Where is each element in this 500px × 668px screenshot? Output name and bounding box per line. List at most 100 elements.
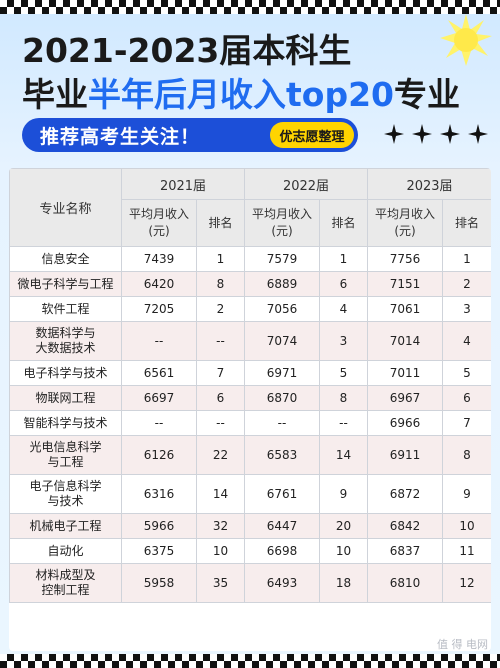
rank-cell: 4 <box>319 296 368 322</box>
major-name-cell: 信息安全 <box>9 246 122 272</box>
table-row: 微电子科学与工程 6420 8 6889 6 7151 2 <box>9 271 491 297</box>
income-cell: 6493 <box>244 563 320 603</box>
income-cell: 6842 <box>367 513 443 539</box>
table-body: 信息安全 7439 1 7579 1 7756 1 微电子科学与工程 6420 8 6889 6 715… <box>9 246 491 603</box>
table-row: 材料成型及 控制工程 5958 35 6493 18 6810 12 <box>9 563 491 603</box>
table-row: 软件工程 7205 2 7056 4 7061 3 <box>9 296 491 322</box>
rank-cell: 6 <box>319 271 368 297</box>
income-cell: 6911 <box>367 435 443 475</box>
title-suffix: 专业 <box>394 75 460 114</box>
rank-cell: 12 <box>442 563 491 603</box>
table-row: 自动化 6375 10 6698 10 6837 11 <box>9 538 491 564</box>
rank-cell: 5 <box>442 360 491 386</box>
sparkle-icon <box>440 124 460 144</box>
rank-cell: -- <box>319 410 368 436</box>
title-highlight: 半年后月收入top20 <box>88 75 394 114</box>
income-cell: 7205 <box>121 296 197 322</box>
rank-cell: 11 <box>442 538 491 564</box>
major-name-cell: 电子科学与技术 <box>9 360 122 386</box>
title-prefix: 毕业 <box>22 75 88 114</box>
income-table: 专业名称 2021届 2022届 2023届 平均月收入 (元) 排名 平均月收入… <box>9 168 491 603</box>
rank-cell: 9 <box>442 474 491 514</box>
recommend-banner: 推荐高考生关注！ 优志愿整理 <box>22 118 358 152</box>
income-cell: 7151 <box>367 271 443 297</box>
watermark: 值 得 电网 <box>437 638 488 651</box>
income-cell: 6810 <box>367 563 443 603</box>
rank-cell: 14 <box>196 474 245 514</box>
table-row: 光电信息科学 与工程 6126 22 6583 14 6911 8 <box>9 435 491 475</box>
major-name-cell: 材料成型及 控制工程 <box>9 563 122 603</box>
income-subheader: 平均月收入 (元) <box>244 199 320 247</box>
income-cell: 6971 <box>244 360 320 386</box>
major-name-cell: 微电子科学与工程 <box>9 271 122 297</box>
rank-cell: 22 <box>196 435 245 475</box>
income-subheader: 平均月收入 (元) <box>367 199 443 247</box>
sparkle-icon <box>468 124 488 144</box>
major-name-cell: 机械电子工程 <box>9 513 122 539</box>
rank-cell: 1 <box>196 246 245 272</box>
year-header: 2021届 <box>121 168 245 200</box>
table-row: 信息安全 7439 1 7579 1 7756 1 <box>9 246 491 272</box>
rank-cell: 35 <box>196 563 245 603</box>
rank-cell: 1 <box>442 246 491 272</box>
rank-cell: 3 <box>442 296 491 322</box>
income-cell: 7014 <box>367 321 443 361</box>
income-cell: 6447 <box>244 513 320 539</box>
rank-cell: 2 <box>442 271 491 297</box>
income-cell: 6583 <box>244 435 320 475</box>
sparkle-icon <box>412 124 432 144</box>
income-cell: 6698 <box>244 538 320 564</box>
major-name-cell: 软件工程 <box>9 296 122 322</box>
rank-subheader: 排名 <box>196 199 245 247</box>
income-cell: 7579 <box>244 246 320 272</box>
income-cell: 7056 <box>244 296 320 322</box>
major-name-cell: 智能科学与技术 <box>9 410 122 436</box>
sun-burst-icon <box>440 14 492 66</box>
rank-subheader: 排名 <box>442 199 491 247</box>
income-cell: 7011 <box>367 360 443 386</box>
table-row: 机械电子工程 5966 32 6447 20 6842 10 <box>9 513 491 539</box>
rank-cell: 10 <box>442 513 491 539</box>
income-cell: 6870 <box>244 385 320 411</box>
income-cell: 7074 <box>244 321 320 361</box>
rank-subheader: 排名 <box>319 199 368 247</box>
page-title-line1: 2021-2023届本科生 <box>22 31 352 70</box>
income-cell: 7061 <box>367 296 443 322</box>
rank-cell: 8 <box>319 385 368 411</box>
income-cell: 6375 <box>121 538 197 564</box>
income-cell: 6967 <box>367 385 443 411</box>
year-header: 2022届 <box>244 168 368 200</box>
income-cell: 6966 <box>367 410 443 436</box>
table-row: 数据科学与 大数据技术 -- -- 7074 3 7014 4 <box>9 321 491 361</box>
income-cell: 6872 <box>367 474 443 514</box>
rank-cell: -- <box>196 321 245 361</box>
rank-cell: 7 <box>196 360 245 386</box>
rank-cell: 1 <box>319 246 368 272</box>
rank-cell: 7 <box>442 410 491 436</box>
income-table-card: 专业名称 2021届 2022届 2023届 平均月收入 (元) 排名 平均月收入… <box>9 168 491 651</box>
rank-cell: 32 <box>196 513 245 539</box>
banner-text: 推荐高考生关注！ <box>40 125 201 148</box>
income-cell: 6126 <box>121 435 197 475</box>
income-cell: 6561 <box>121 360 197 386</box>
rank-cell: 18 <box>319 563 368 603</box>
rank-cell: 6 <box>196 385 245 411</box>
page-title-line2: 毕业半年后月收入top20专业 <box>22 68 460 116</box>
income-cell: 6697 <box>121 385 197 411</box>
rank-cell: 4 <box>442 321 491 361</box>
income-cell: 6761 <box>244 474 320 514</box>
rank-cell: 8 <box>196 271 245 297</box>
income-cell: 6889 <box>244 271 320 297</box>
major-name-cell: 光电信息科学 与工程 <box>9 435 122 475</box>
rank-cell: 20 <box>319 513 368 539</box>
rank-cell: -- <box>196 410 245 436</box>
sparkle-stars <box>384 124 488 144</box>
rank-cell: 14 <box>319 435 368 475</box>
income-cell: 5966 <box>121 513 197 539</box>
rank-cell: 2 <box>196 296 245 322</box>
major-name-cell: 物联网工程 <box>9 385 122 411</box>
income-cell: -- <box>244 410 320 436</box>
checkered-border-top <box>0 0 500 14</box>
income-cell: 5958 <box>121 563 197 603</box>
col-major-header: 专业名称 <box>9 168 122 247</box>
